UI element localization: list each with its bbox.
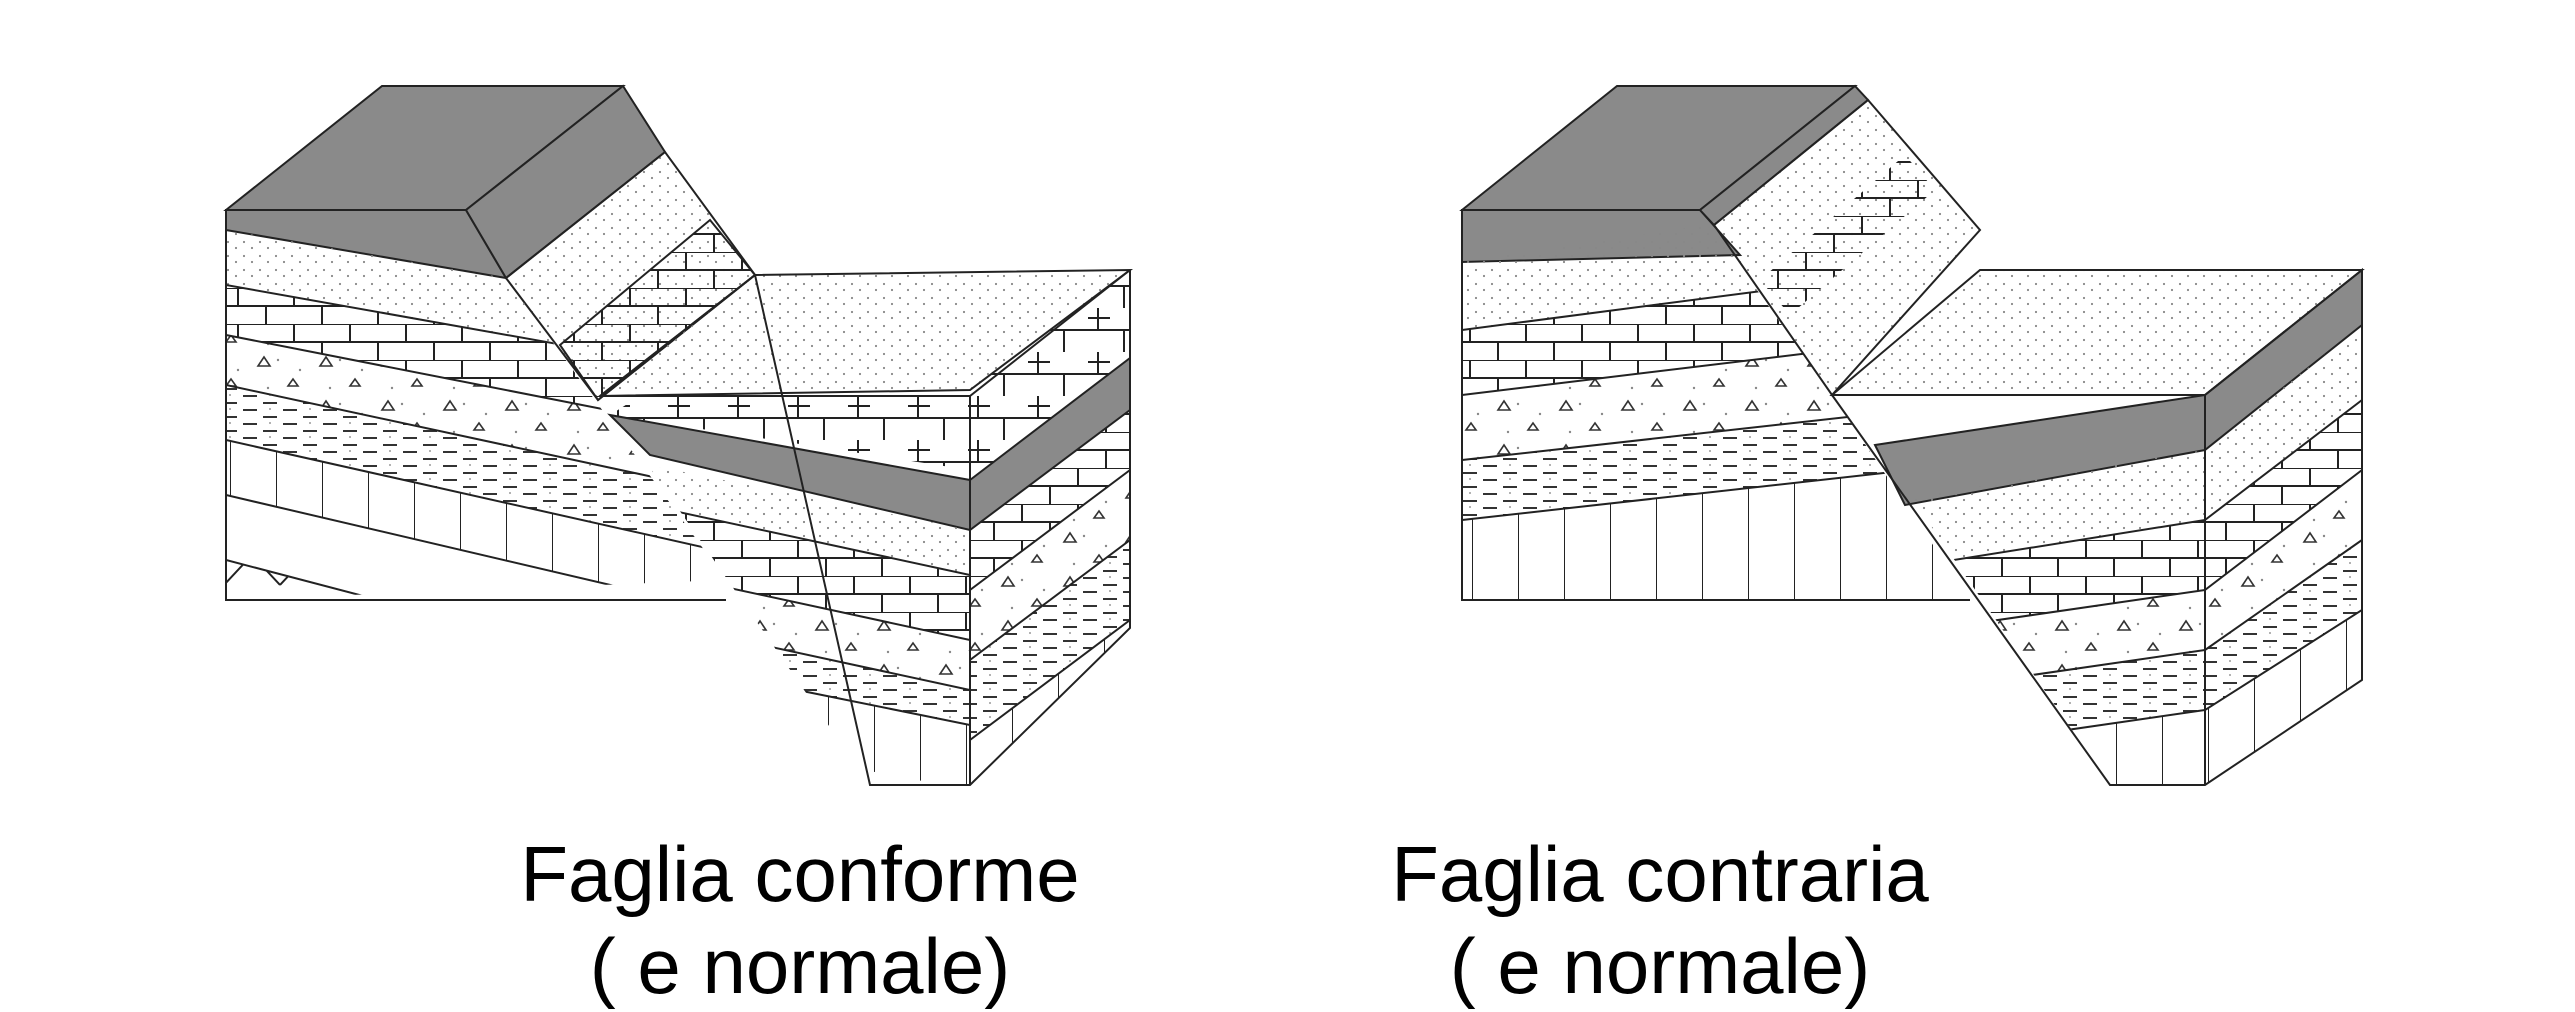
hanging-outline-right [1831, 269, 2363, 786]
caption-line-2: ( e normale) [589, 922, 1011, 1010]
fault-conforming-figure [223, 84, 1134, 786]
footwall-block-right [1459, 84, 1982, 601]
fault-slope-brick-right [1760, 155, 1935, 315]
hanging-outline [599, 269, 1131, 786]
footwall-outline [225, 210, 726, 601]
fault-contrary-figure [1459, 84, 2365, 786]
footwall-outline-right [1461, 210, 1970, 601]
caption-line-1: Faglia conforme [520, 830, 1080, 918]
caption-line-2: ( e normale) [1449, 922, 1871, 1010]
hanging-side-strata-right [2205, 325, 2362, 785]
caption-line-1: Faglia contraria [1391, 830, 1929, 918]
caption-fault-contrary: Faglia contraria ( e normale) [1280, 828, 2040, 1012]
hangingwall-block-right [1829, 267, 2365, 786]
caption-fault-conforming: Faglia conforme ( e normale) [420, 828, 1180, 1012]
